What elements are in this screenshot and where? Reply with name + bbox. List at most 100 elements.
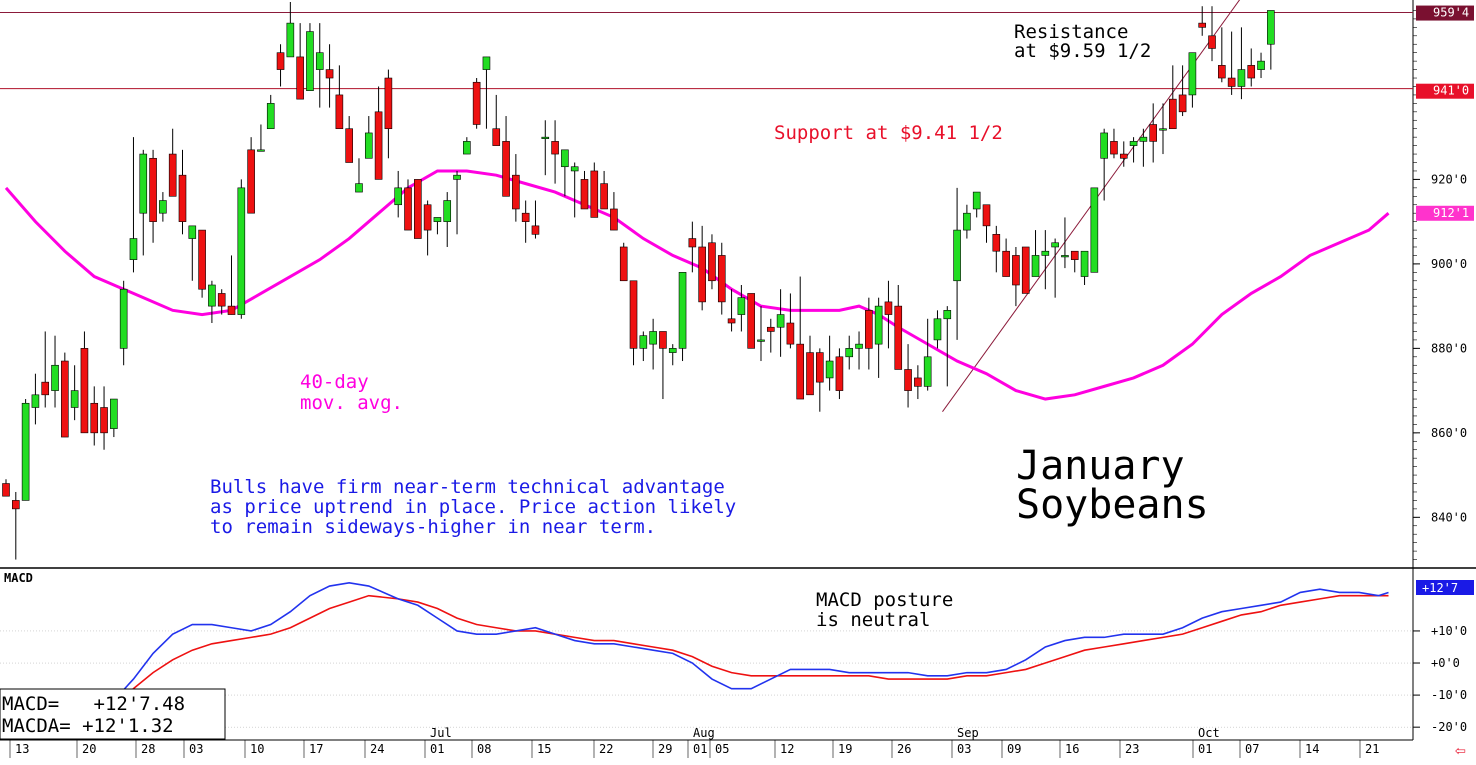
candle-down-body	[904, 369, 912, 391]
candle	[61, 352, 69, 438]
candle-up-body	[463, 141, 471, 155]
candle	[776, 289, 785, 357]
candle-down-body	[766, 326, 775, 332]
candle-down-body	[1198, 22, 1207, 28]
candle	[923, 318, 932, 391]
candle-down-body	[423, 204, 432, 231]
candle-down-body	[747, 293, 755, 349]
candle-up-body	[433, 217, 442, 222]
candle-up-body	[541, 136, 550, 139]
price-y-tick-label: 900'0	[1431, 257, 1467, 271]
candle	[610, 192, 618, 231]
price-panel: 840'0 860'0 880'0 900'0 920'0 959'4 941'0 912'…	[0, 0, 1476, 569]
macd-line	[103, 582, 1389, 712]
candle	[982, 204, 991, 243]
price-y-tick-label: 920'0	[1431, 172, 1467, 186]
candle	[345, 116, 353, 163]
candle-down-body	[835, 356, 844, 391]
candle	[865, 297, 873, 370]
candle	[1110, 128, 1118, 159]
candle-up-body	[1090, 187, 1099, 273]
candle-down-body	[492, 128, 501, 146]
date-label: 16	[1065, 742, 1079, 756]
candle	[590, 162, 599, 218]
candle-up-body	[1129, 141, 1138, 146]
candle-down-body	[727, 318, 736, 324]
date-label: 28	[141, 742, 155, 756]
date-label: 09	[1007, 742, 1021, 756]
candle-down-body	[659, 331, 667, 349]
candle-up-body	[21, 402, 30, 501]
price-y-tick-label: 880'0	[1431, 341, 1467, 355]
candle	[90, 386, 99, 446]
candle	[296, 23, 304, 100]
candle-down-body	[1110, 141, 1118, 155]
date-label: 21	[1365, 742, 1379, 756]
macd-price-tag-text: +12'7	[1422, 581, 1458, 595]
candle-down-body	[610, 208, 618, 231]
candle-down-body	[1021, 246, 1030, 294]
price-y-axis: 840'0 860'0 880'0 900'0 920'0	[1413, 10, 1467, 560]
date-label: 01	[1198, 742, 1212, 756]
candle-up-body	[51, 364, 59, 391]
macd-lines	[103, 582, 1389, 712]
candle	[972, 191, 981, 218]
candle	[1139, 128, 1148, 167]
candle-down-body	[1119, 153, 1128, 159]
candle-down-body	[708, 242, 716, 282]
candle-up-body	[776, 314, 785, 328]
macd-price-tag	[1416, 580, 1474, 595]
candle	[404, 179, 412, 231]
candle	[619, 242, 628, 282]
candle-up-body	[70, 390, 79, 408]
candle-up-body	[129, 238, 138, 260]
candle-down-body	[1227, 77, 1236, 87]
candle-down-body	[580, 179, 589, 210]
macd-annotation-line1: MACD posture	[816, 589, 953, 611]
candle	[580, 170, 589, 210]
candle-up-body	[110, 398, 118, 429]
candle	[531, 200, 540, 239]
candle-up-body	[963, 212, 971, 231]
candle-up-body	[31, 394, 40, 408]
candle	[561, 149, 569, 197]
price-tag-text: 941'0	[1433, 84, 1469, 98]
candle-down-body	[521, 212, 530, 222]
candle-up-body	[943, 310, 952, 320]
candle	[1227, 31, 1236, 95]
candle-down-body	[1247, 65, 1256, 79]
price-tag-text: 959'4	[1433, 6, 1469, 20]
price-tag-text: 912'1	[1433, 206, 1469, 220]
candle	[600, 170, 608, 210]
date-label: 07	[1245, 742, 1259, 756]
candle-down-body	[61, 360, 69, 438]
candle	[325, 44, 334, 108]
candle-up-body	[1257, 60, 1265, 70]
candle-up-body	[237, 187, 246, 315]
candle	[1159, 103, 1167, 155]
candle	[835, 348, 844, 400]
candle	[51, 335, 59, 408]
candle-up-body	[757, 339, 765, 342]
candle	[1149, 103, 1157, 163]
candle	[1237, 27, 1246, 100]
candle	[766, 318, 775, 353]
macd-panel: MACD +10'0 +0'0 -10'0 -20'0 MACD posture is…	[0, 568, 1474, 740]
candle	[168, 128, 177, 197]
comment-line1: Bulls have firm near-term technical adva…	[210, 476, 725, 498]
candle	[1188, 52, 1197, 108]
date-label: 13	[15, 742, 29, 756]
candle-down-body	[335, 94, 344, 130]
candle	[12, 491, 20, 560]
candle	[512, 154, 520, 222]
candle	[227, 255, 236, 315]
candle-up-body	[570, 166, 579, 172]
scroll-right-arrow-icon[interactable]: ⇦	[1455, 740, 1466, 761]
candle	[149, 149, 157, 243]
candle-down-body	[374, 111, 383, 180]
candle	[355, 158, 363, 193]
candle-up-body	[923, 356, 932, 387]
macd-y-tick-label: +0'0	[1431, 656, 1460, 670]
candle	[1051, 238, 1059, 298]
